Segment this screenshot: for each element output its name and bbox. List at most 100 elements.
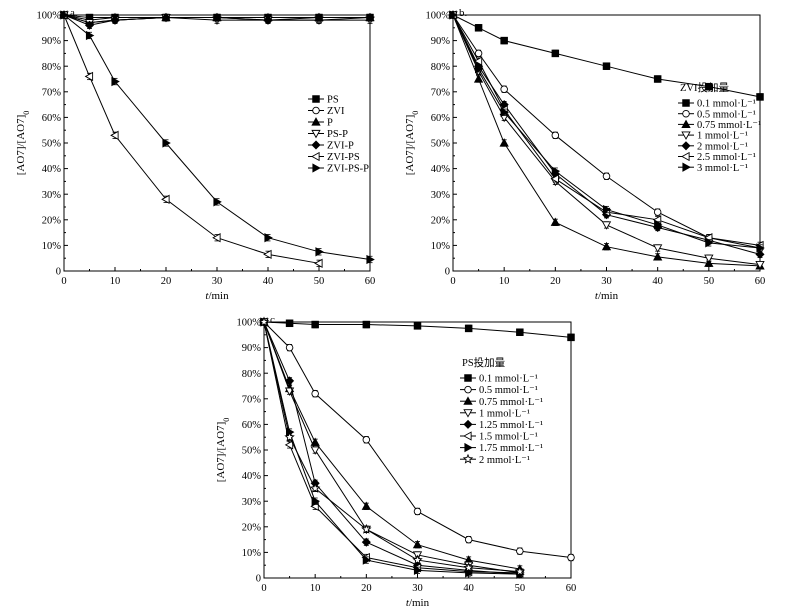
legend-label: PS-P [327, 129, 348, 140]
x-axis-title: t/min [595, 290, 619, 302]
data-point [516, 328, 524, 336]
legend-label: 0.5 mmol·L⁻¹ [479, 385, 538, 396]
y-axis-title-main: [AO7]/[AO7] [15, 115, 27, 175]
data-point [111, 76, 120, 87]
x-tick-label: 40 [463, 583, 474, 594]
legend-label: ZVI-PS-P [327, 164, 369, 175]
legend-marker [464, 442, 473, 453]
data-point [500, 107, 509, 117]
data-point [284, 431, 295, 442]
legend-marker [312, 163, 321, 173]
legend-marker [681, 119, 691, 128]
data-point [263, 249, 272, 260]
data-point [463, 562, 474, 573]
y-tick-label: 40% [431, 164, 451, 175]
x-tick-label: 50 [515, 583, 526, 594]
data-point [213, 197, 222, 207]
legend-label: PS [327, 95, 339, 106]
data-point [550, 217, 560, 226]
legend-marker [682, 162, 691, 172]
x-tick-label: 20 [161, 276, 172, 287]
series-line [63, 14, 370, 26]
panel-label: a. [70, 7, 78, 19]
legend-marker [682, 109, 690, 118]
y-tick-label: 0 [56, 267, 61, 278]
data-point [755, 261, 765, 270]
data-point [464, 324, 473, 333]
chart-panel-a: 0 10 20 30 40 50 60 0 10% 20% 30% 40% 50% 60% 70% 80% 90… [15, 7, 375, 302]
chart-panel-b: 0 10 20 30 40 50 60 0 10% 20% 30% 40% 50% 60% 70% 80% 90… [404, 7, 765, 302]
y-tick-label: 20% [242, 522, 262, 533]
legend-label: 1 mmol·L⁻¹ [479, 408, 530, 419]
data-point [161, 13, 171, 23]
series-line [63, 14, 371, 260]
data-point [162, 138, 171, 148]
legend-label: ZVI-P [327, 141, 354, 152]
data-point [284, 440, 294, 450]
data-point [412, 539, 423, 549]
legend-marker [464, 385, 472, 394]
x-tick-label: 30 [601, 276, 612, 287]
data-point [550, 174, 559, 184]
legend-marker [463, 419, 473, 429]
data-point [601, 221, 612, 230]
y-axis-title-sub: 0 [222, 418, 231, 422]
data-point [567, 333, 575, 342]
x-tick-label: 50 [314, 276, 325, 287]
data-point [110, 130, 119, 140]
legend-label: 2.5 mmol·L⁻¹ [697, 152, 756, 163]
y-tick-label: 60% [42, 113, 62, 124]
y-tick-label: 50% [431, 139, 451, 150]
data-point [310, 437, 320, 446]
y-tick-label: 60% [242, 420, 262, 431]
data-point [473, 74, 484, 83]
legend-label: ZVI-PS [327, 152, 360, 163]
data-point [285, 319, 294, 328]
y-tick-label: 90% [42, 36, 62, 47]
legend-label: P [327, 118, 333, 129]
legend-label: 0.1 mmol·L⁻¹ [479, 374, 538, 385]
y-tick-label: 100% [237, 318, 262, 329]
data-point [315, 247, 324, 257]
legend-marker [463, 396, 473, 405]
y-tick-label: 0 [256, 574, 261, 585]
x-tick-label: 60 [365, 276, 376, 287]
legend-marker [462, 453, 474, 464]
x-tick-label: 30 [212, 276, 223, 287]
data-point [285, 376, 295, 386]
x-tick-label: 50 [704, 276, 715, 287]
y-tick-label: 50% [42, 139, 62, 150]
data-point [365, 13, 375, 23]
data-point [110, 15, 120, 25]
x-tick-label: 20 [550, 276, 561, 287]
y-tick-label: 90% [242, 343, 262, 354]
y-axis-title: [AO7]/[AO7]0 [215, 418, 231, 482]
data-point [60, 10, 69, 20]
data-point [653, 252, 663, 261]
chart-panel-c: 0 10 20 30 40 50 60 0 10% 20% 30% 40% 50% 60% 70% 80% 90… [215, 314, 576, 609]
y-tick-label: 100% [37, 11, 62, 22]
data-point [602, 172, 611, 181]
series-line [63, 14, 370, 24]
y-tick-label: 20% [431, 215, 451, 226]
data-point [755, 249, 765, 259]
legend-label: ZVI [327, 106, 345, 117]
legend-marker [311, 129, 321, 139]
data-point [362, 555, 372, 565]
legend: PS投加量 0.1 mmol·L⁻¹0.5 mmol·L⁻¹0.75 mmol·L… [460, 356, 543, 466]
x-axis-title-var: t [406, 597, 410, 609]
series-line [452, 14, 761, 98]
y-tick-label: 70% [431, 87, 451, 98]
data-point [516, 547, 524, 555]
y-tick-label: 60% [431, 113, 451, 124]
x-tick-label: 10 [499, 276, 510, 287]
y-tick-label: 90% [431, 36, 451, 47]
data-point [309, 482, 321, 493]
legend-label: 0.5 mmol·L⁻¹ [697, 109, 756, 120]
data-point [361, 501, 371, 510]
data-point [161, 194, 170, 204]
series-line [263, 321, 572, 559]
data-point [499, 138, 509, 147]
legend-label: 1.75 mmol·L⁻¹ [479, 443, 543, 454]
